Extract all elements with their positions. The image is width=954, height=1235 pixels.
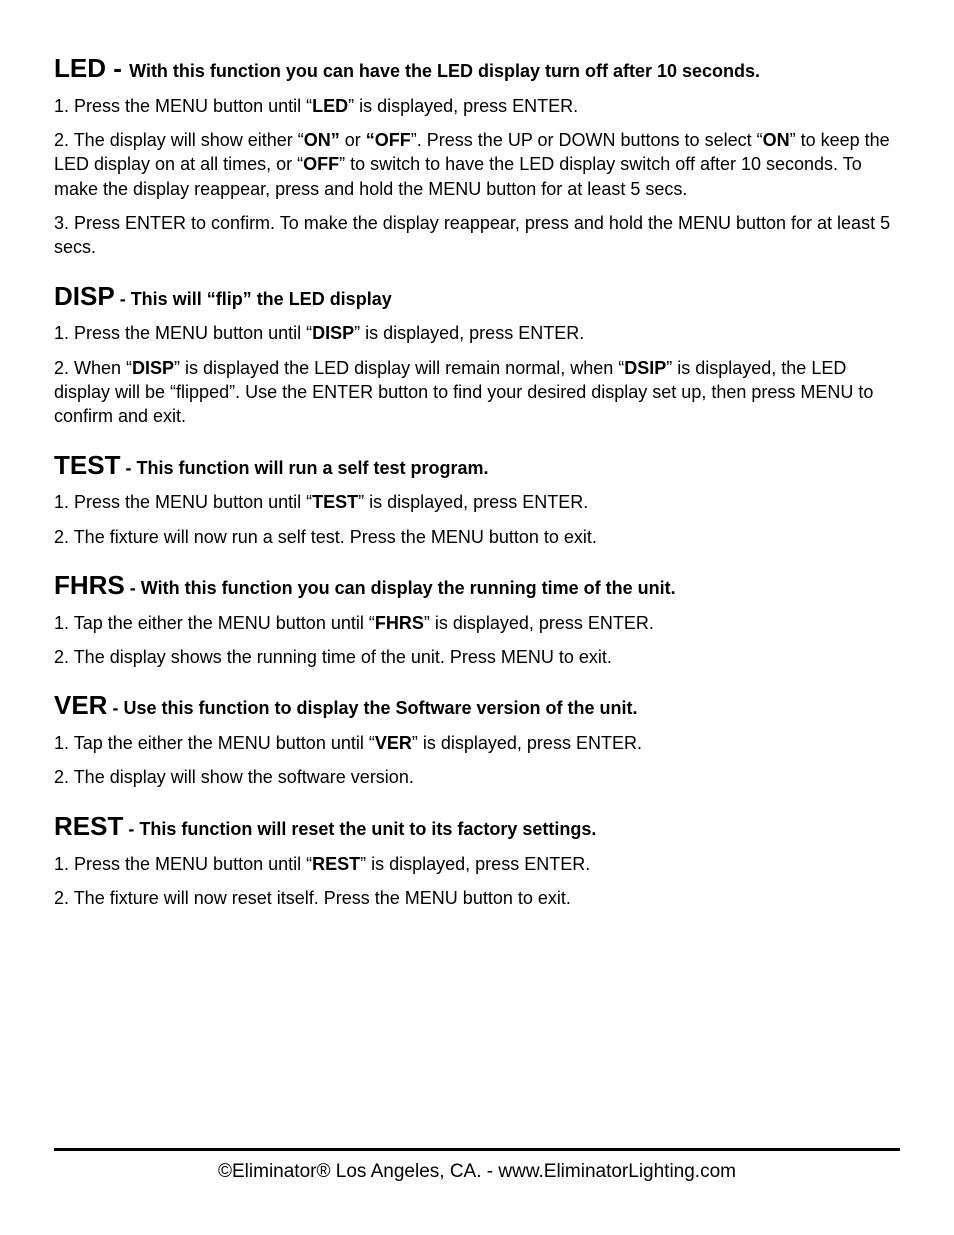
- text: 1. Press the MENU button until “: [54, 96, 312, 116]
- text: 1. Press the MENU button until “: [54, 492, 312, 512]
- text: ” is displayed, press ENTER.: [412, 733, 642, 753]
- text: 1. Press the MENU button until “: [54, 323, 312, 343]
- text-bold: DISP: [312, 323, 354, 343]
- heading-desc-fhrs: With this function you can display the r…: [141, 578, 676, 598]
- heading-desc-disp: This will “flip” the LED display: [131, 289, 392, 309]
- text: 2. When “: [54, 358, 132, 378]
- text: ” is displayed, press ENTER.: [348, 96, 578, 116]
- rest-step-2: 2. The fixture will now reset itself. Pr…: [54, 886, 900, 910]
- text-bold: VER: [375, 733, 412, 753]
- text: ” is displayed the LED display will rema…: [174, 358, 624, 378]
- text: ”. Press the UP or DOWN buttons to selec…: [411, 130, 763, 150]
- text: ” is displayed, press ENTER.: [358, 492, 588, 512]
- heading-fhrs: FHRS - With this function you can displa…: [54, 569, 900, 603]
- heading-desc-ver: Use this function to display the Softwar…: [123, 698, 637, 718]
- text: 2. The display will show either “: [54, 130, 304, 150]
- heading-title-rest: REST: [54, 811, 123, 841]
- footer-text: ©Eliminator® Los Angeles, CA. - www.Elim…: [218, 1161, 736, 1182]
- led-step-1: 1. Press the MENU button until “LED” is …: [54, 94, 900, 118]
- heading-title-led: LED: [54, 53, 106, 83]
- heading-title-test: TEST: [54, 450, 120, 480]
- heading-title-fhrs: FHRS: [54, 570, 125, 600]
- heading-sep-rest: -: [123, 819, 139, 839]
- heading-sep-led: -: [106, 53, 129, 83]
- heading-sep-test: -: [120, 458, 136, 478]
- text-bold: REST: [312, 854, 360, 874]
- disp-step-1: 1. Press the MENU button until “DISP” is…: [54, 321, 900, 345]
- text-bold: “OFF: [366, 130, 411, 150]
- heading-sep-fhrs: -: [125, 578, 141, 598]
- ver-step-1: 1. Tap the either the MENU button until …: [54, 731, 900, 755]
- section-rest: REST - This function will reset the unit…: [54, 810, 900, 910]
- text-bold: ON”: [304, 130, 340, 150]
- fhrs-step-2: 2. The display shows the running time of…: [54, 645, 900, 669]
- section-ver: VER - Use this function to display the S…: [54, 689, 900, 789]
- heading-ver: VER - Use this function to display the S…: [54, 689, 900, 723]
- heading-desc-led: With this function you can have the LED …: [129, 61, 760, 81]
- text: 1. Tap the either the MENU button until …: [54, 613, 375, 633]
- text: or: [340, 130, 366, 150]
- text: ” is displayed, press ENTER.: [424, 613, 654, 633]
- heading-desc-rest: This function will reset the unit to its…: [139, 819, 596, 839]
- ver-step-2: 2. The display will show the software ve…: [54, 765, 900, 789]
- heading-title-ver: VER: [54, 690, 107, 720]
- led-step-2: 2. The display will show either “ON” or …: [54, 128, 900, 201]
- section-led: LED - With this function you can have th…: [54, 52, 900, 260]
- text-bold: LED: [312, 96, 348, 116]
- heading-led: LED - With this function you can have th…: [54, 52, 900, 86]
- disp-step-2: 2. When “DISP” is displayed the LED disp…: [54, 356, 900, 429]
- text: 1. Press the MENU button until “: [54, 854, 312, 874]
- text-bold: FHRS: [375, 613, 424, 633]
- text-bold: TEST: [312, 492, 358, 512]
- heading-title-disp: DISP: [54, 281, 115, 311]
- text-bold: OFF: [303, 154, 339, 174]
- text-bold: DSIP: [624, 358, 666, 378]
- heading-sep-ver: -: [107, 698, 123, 718]
- rest-step-1: 1. Press the MENU button until “REST” is…: [54, 852, 900, 876]
- page-footer: ©Eliminator® Los Angeles, CA. - www.Elim…: [54, 1148, 900, 1183]
- fhrs-step-1: 1. Tap the either the MENU button until …: [54, 611, 900, 635]
- text: ” is displayed, press ENTER.: [354, 323, 584, 343]
- heading-rest: REST - This function will reset the unit…: [54, 810, 900, 844]
- section-test: TEST - This function will run a self tes…: [54, 449, 900, 549]
- text-bold: ON: [763, 130, 790, 150]
- heading-desc-test: This function will run a self test progr…: [136, 458, 488, 478]
- section-disp: DISP - This will “flip” the LED display …: [54, 280, 900, 429]
- text: ” is displayed, press ENTER.: [360, 854, 590, 874]
- text-bold: DISP: [132, 358, 174, 378]
- heading-test: TEST - This function will run a self tes…: [54, 449, 900, 483]
- heading-sep-disp: -: [115, 289, 131, 309]
- section-fhrs: FHRS - With this function you can displa…: [54, 569, 900, 669]
- test-step-2: 2. The fixture will now run a self test.…: [54, 525, 900, 549]
- heading-disp: DISP - This will “flip” the LED display: [54, 280, 900, 314]
- led-step-3: 3. Press ENTER to confirm. To make the d…: [54, 211, 900, 260]
- test-step-1: 1. Press the MENU button until “TEST” is…: [54, 490, 900, 514]
- text: 1. Tap the either the MENU button until …: [54, 733, 375, 753]
